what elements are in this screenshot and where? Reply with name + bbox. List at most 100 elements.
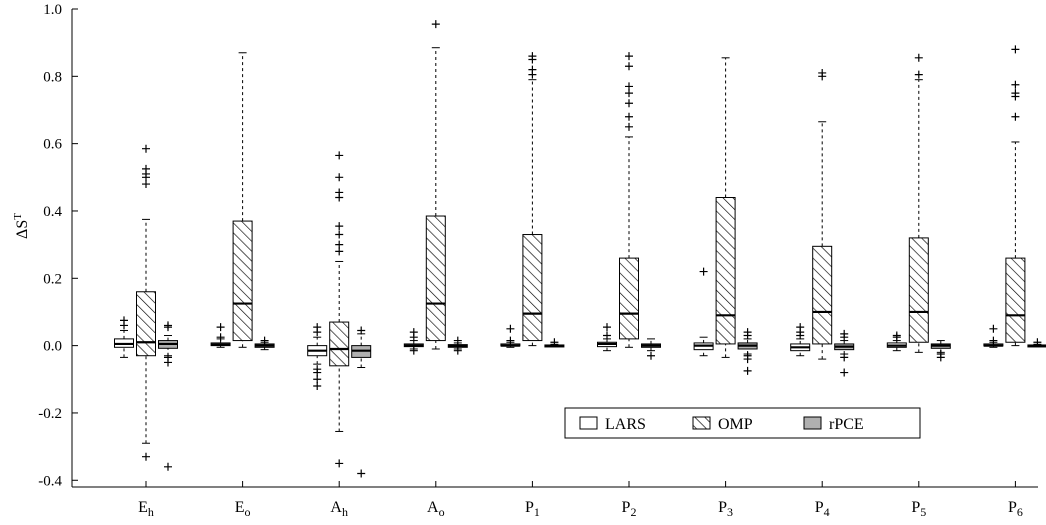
box-lars-0	[114, 316, 134, 358]
outlier-point	[431, 20, 440, 29]
outlier-point	[528, 52, 537, 61]
outlier-point	[335, 151, 344, 160]
box-iqr	[908, 237, 929, 343]
outlier-point	[142, 180, 150, 189]
box-omp-8	[908, 53, 929, 353]
box-iqr	[136, 291, 156, 357]
outlier-point	[453, 336, 462, 345]
x-tick-label: Eh	[138, 499, 154, 519]
box-rpce-9	[1027, 338, 1046, 348]
outlier-point	[840, 353, 849, 362]
x-tick-label-subscript: o	[244, 505, 250, 519]
outlier-point	[313, 375, 322, 384]
box-lars-8	[886, 331, 907, 352]
outlier-point	[1011, 80, 1020, 89]
legend-swatch-rpce	[803, 416, 822, 430]
box-lars-4	[500, 324, 521, 348]
x-tick-label-subscript: h	[342, 505, 348, 519]
outlier-point	[335, 240, 344, 249]
outlier-point	[216, 333, 225, 342]
outlier-point	[335, 459, 344, 468]
outlier-point	[796, 323, 805, 332]
outlier-point	[506, 336, 515, 345]
legend: LARS OMP rPCE	[564, 407, 921, 439]
box-omp-4	[522, 52, 543, 347]
x-tick-label-subscript: o	[439, 505, 445, 519]
outlier-point	[625, 99, 633, 108]
x-tick-label-subscript: h	[148, 505, 154, 519]
outlier-point	[357, 469, 366, 478]
outlier-point	[1011, 112, 1020, 121]
outlier-point	[914, 53, 923, 62]
box-omp-3	[425, 20, 446, 350]
outlier-point	[164, 321, 172, 330]
outlier-point	[625, 122, 633, 131]
box-iqr	[812, 245, 833, 345]
box-iqr	[715, 197, 736, 345]
box-omp-9	[1005, 45, 1026, 347]
legend-label-lars: LARS	[605, 416, 646, 433]
outlier-point	[142, 164, 150, 173]
axes: -0.4 -0.2 0.0 0.2 0.4 0.6 0.8 1.0 ΔST Eh Eo Ah Ao P1 P…	[12, 2, 1038, 519]
box-rpce-7	[834, 329, 855, 377]
outlier-point	[625, 89, 633, 98]
outlier-point	[699, 267, 708, 276]
box-omp-6	[715, 57, 736, 358]
box-lars-9	[983, 324, 1004, 348]
box-iqr	[329, 321, 350, 367]
box-iqr	[522, 234, 543, 342]
x-tick-label: Eo	[235, 499, 251, 519]
legend-label-omp: OMP	[718, 416, 753, 433]
outlier-point	[335, 222, 344, 231]
outlier-point	[335, 247, 344, 256]
outlier-point	[409, 328, 418, 337]
outlier-point	[335, 230, 344, 239]
x-tick-label: P4	[815, 499, 830, 519]
x-tick-label-subscript: 4	[824, 505, 830, 519]
box-iqr	[1005, 257, 1026, 343]
box-lars-3	[403, 328, 424, 355]
outlier-point	[743, 355, 752, 364]
outlier-point	[335, 173, 344, 182]
outlier-point	[1011, 89, 1020, 98]
y-tick-label: 0.0	[43, 339, 62, 355]
y-axis-title: ΔST	[12, 213, 31, 239]
outlier-point	[818, 68, 827, 77]
outlier-point	[120, 316, 128, 325]
x-tick-label: P2	[622, 499, 637, 519]
outlier-point	[1033, 338, 1042, 347]
box-omp-5	[619, 52, 639, 348]
outlier-point	[142, 144, 150, 153]
outlier-point	[335, 188, 344, 197]
x-tick-label-subscript: 6	[1017, 505, 1023, 519]
outlier-point	[164, 462, 172, 471]
box-rpce-2	[351, 326, 372, 478]
outlier-point	[840, 368, 849, 377]
box-omp-2	[329, 151, 350, 468]
box-lars-5	[597, 323, 617, 352]
y-tick-label: 0.2	[43, 271, 62, 287]
x-tick-label-subscript: 5	[920, 505, 926, 519]
outlier-point	[840, 329, 849, 338]
outlier-point	[647, 351, 655, 360]
x-tick-label: Ao	[427, 499, 445, 519]
box-rpce-0	[158, 321, 178, 471]
legend-swatch-omp	[692, 416, 711, 430]
outlier-point	[989, 324, 998, 333]
legend-label-rpce: rPCE	[829, 416, 864, 433]
x-tick-label: P3	[718, 499, 733, 519]
y-tick-label: 1.0	[43, 2, 62, 18]
outlier-point	[989, 336, 998, 345]
y-tick-label: -0.2	[38, 406, 62, 422]
box-lars-2	[307, 323, 328, 391]
outlier-point	[743, 366, 752, 375]
x-tick-label: P5	[911, 499, 926, 519]
legend-box	[564, 407, 921, 439]
x-tick-label: P6	[1008, 499, 1023, 519]
outlier-point	[625, 52, 633, 61]
outlier-point	[142, 452, 150, 461]
outlier-point	[313, 323, 322, 332]
y-tick-label: 0.6	[43, 137, 62, 153]
x-tick-label-subscript: 3	[727, 505, 733, 519]
